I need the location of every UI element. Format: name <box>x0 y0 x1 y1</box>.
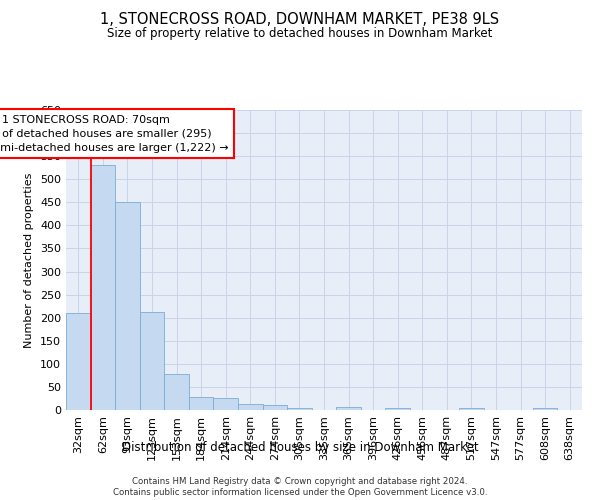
Text: Distribution of detached houses by size in Downham Market: Distribution of detached houses by size … <box>122 441 478 454</box>
Bar <box>115 202 140 410</box>
Bar <box>263 406 287 410</box>
Bar <box>238 404 263 410</box>
Bar <box>91 166 115 410</box>
Text: 1, STONECROSS ROAD, DOWNHAM MARKET, PE38 9LS: 1, STONECROSS ROAD, DOWNHAM MARKET, PE38… <box>100 12 500 28</box>
Bar <box>459 408 484 410</box>
Text: Size of property relative to detached houses in Downham Market: Size of property relative to detached ho… <box>107 28 493 40</box>
Bar <box>164 374 189 410</box>
Text: Contains public sector information licensed under the Open Government Licence v3: Contains public sector information licen… <box>113 488 487 497</box>
Bar <box>385 408 410 410</box>
Bar <box>336 407 361 410</box>
Y-axis label: Number of detached properties: Number of detached properties <box>25 172 34 348</box>
Bar <box>533 408 557 410</box>
Bar <box>140 312 164 410</box>
Bar <box>214 398 238 410</box>
Bar <box>66 313 91 410</box>
Text: 1 STONECROSS ROAD: 70sqm
← 19% of detached houses are smaller (295)
80% of semi-: 1 STONECROSS ROAD: 70sqm ← 19% of detach… <box>0 114 228 152</box>
Bar <box>189 397 214 410</box>
Bar <box>287 408 312 410</box>
Text: Contains HM Land Registry data © Crown copyright and database right 2024.: Contains HM Land Registry data © Crown c… <box>132 476 468 486</box>
